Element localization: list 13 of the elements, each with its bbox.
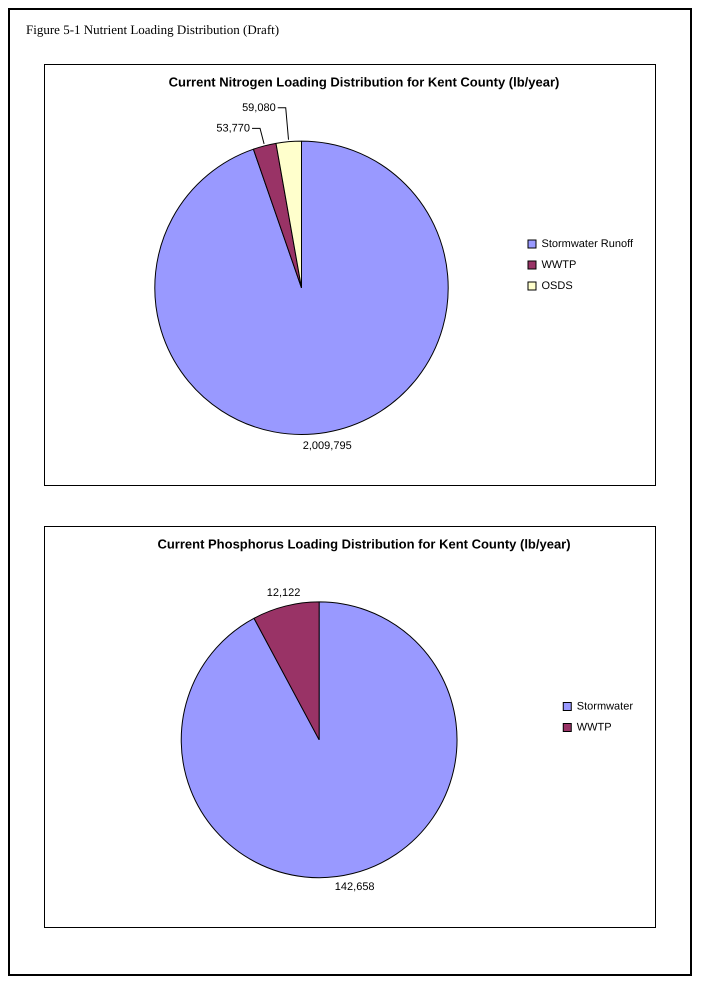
legend-label: WWTP (542, 259, 576, 272)
data-label: 2,009,795 (302, 440, 352, 452)
caption: Figure 5-1 Nutrient Loading Distribution (Draft) (25, 21, 280, 39)
data-label: 59,080 (242, 102, 276, 114)
chart-title: Current Nitrogen Loading Distribution for Kent County (lb/year) (168, 74, 560, 90)
data-label: 12,122 (266, 586, 300, 599)
legend-label: OSDS (542, 280, 573, 292)
legend-label: WWTP (576, 722, 612, 734)
chart-title: Current Phosphorus Loading Distribution for Kent County (lb/year) (157, 536, 571, 552)
data-label: 53,770 (216, 122, 250, 134)
data-label: 142,658 (334, 880, 375, 893)
legend-label: Stormwater (576, 700, 634, 713)
legend-label: Stormwater Runoff (542, 238, 634, 250)
